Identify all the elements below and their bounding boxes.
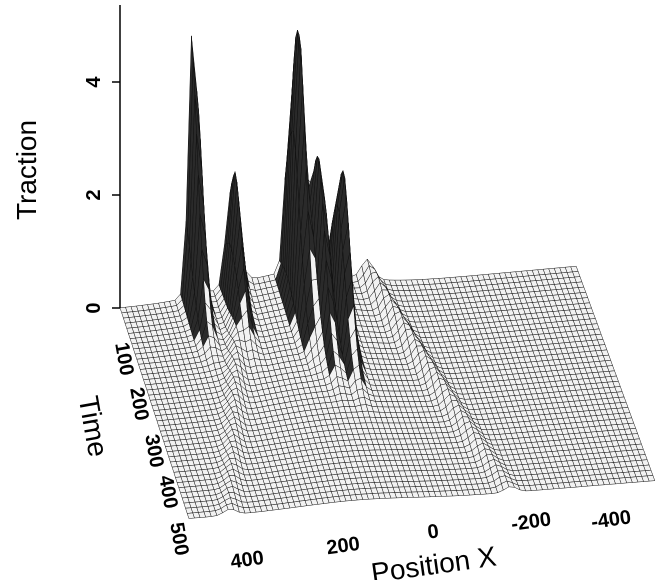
y-tick-label: 400 (154, 474, 181, 511)
y-tick-label: 200 (125, 386, 152, 423)
surface-mesh (119, 30, 655, 519)
z-tick-label: 2 (83, 189, 105, 200)
z-tick-label: 0 (83, 302, 105, 313)
x-tick-label: 0 (426, 520, 440, 543)
x-tick-label: -400 (590, 506, 633, 533)
x-tick-label: 400 (229, 547, 265, 573)
x-tick-label: -200 (510, 508, 553, 535)
y-tick-label: 300 (140, 433, 167, 470)
x-tick-label: 200 (325, 533, 361, 559)
y-tick-label: 500 (165, 521, 192, 558)
z-tick-label: 4 (83, 76, 105, 88)
z-axis-label: Traction (11, 120, 42, 220)
y-axis-label: Time (73, 394, 114, 460)
y-tick-label: 100 (110, 341, 137, 378)
x-axis-label: Position X (369, 540, 498, 580)
